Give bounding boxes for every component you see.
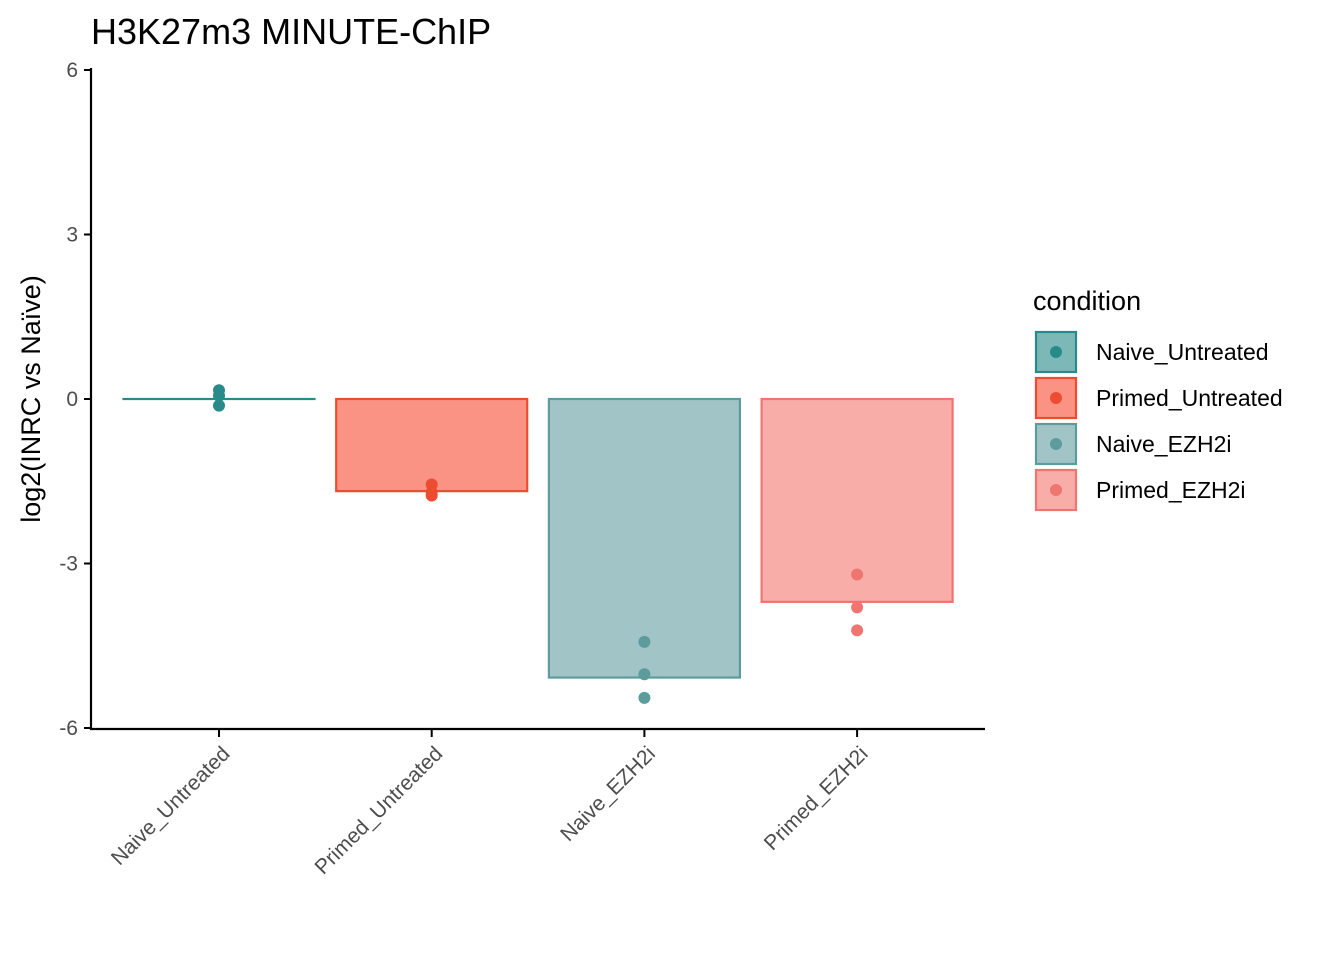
x-tick-label-primed-ezh2i: Primed_EZH2i — [760, 742, 873, 855]
point-naive-ezh2i-1 — [638, 635, 651, 648]
legend-dot-primed-untreated — [1050, 392, 1062, 404]
point-primed-ezh2i-2 — [851, 601, 864, 614]
point-primed-untreated-3 — [425, 489, 438, 502]
y-tick-label: -6 — [59, 717, 78, 740]
point-naive-ezh2i-3 — [638, 691, 651, 704]
y-tick-label: -3 — [59, 553, 78, 576]
y-axis-title: log2(INRC vs Naïve) — [16, 275, 46, 523]
bar-naive-ezh2i — [547, 397, 742, 679]
legend-dot-naive-ezh2i — [1050, 438, 1062, 450]
x-axis-ticks: Naive_Untreated Primed_Untreated Naive_EZH… — [107, 729, 873, 879]
legend-items: Naive_Untreated Primed_Untreated Naive_EZH… — [1034, 330, 1283, 512]
chart-title: H3K27m3 MINUTE-ChIP — [91, 11, 491, 52]
point-primed-ezh2i-3 — [851, 624, 864, 637]
bar-primed-untreated — [335, 397, 529, 493]
legend-label-naive-untreated: Naive_Untreated — [1096, 339, 1269, 365]
legend-label-naive-ezh2i: Naive_EZH2i — [1096, 431, 1232, 457]
legend-dot-naive-untreated — [1050, 346, 1062, 358]
point-naive-untreated-2 — [213, 389, 225, 402]
y-tick-label: 0 — [66, 388, 78, 411]
legend-title: condition — [1033, 286, 1141, 316]
legend-key-naive-untreated — [1034, 330, 1078, 374]
y-tick-label: 3 — [66, 224, 78, 247]
bar-primed-ezh2i — [760, 397, 954, 603]
legend-label-primed-ezh2i: Primed_EZH2i — [1096, 477, 1246, 503]
x-tick-label-primed-untreated: Primed_Untreated — [310, 742, 447, 879]
y-tick-label: 6 — [66, 59, 78, 82]
legend-label-primed-untreated: Primed_Untreated — [1096, 385, 1283, 411]
legend-dot-primed-ezh2i — [1050, 484, 1062, 496]
point-primed-ezh2i-1 — [851, 568, 864, 581]
bars-layer — [122, 397, 954, 679]
point-naive-ezh2i-2 — [638, 668, 651, 681]
points-layer — [213, 384, 864, 704]
legend: condition Naive_Untreated Primed_Untreate… — [1033, 286, 1283, 512]
y-axis-ticks: 6 3 0 -3 -6 — [59, 59, 91, 740]
x-tick-label-naive-untreated: Naive_Untreated — [107, 742, 235, 870]
x-tick-label-naive-ezh2i: Naive_EZH2i — [556, 742, 660, 846]
point-naive-untreated-3 — [213, 399, 225, 412]
